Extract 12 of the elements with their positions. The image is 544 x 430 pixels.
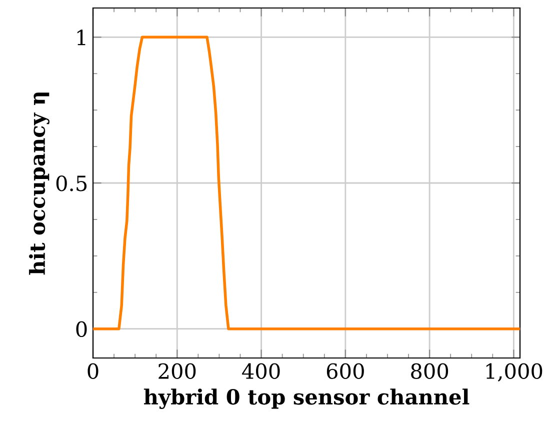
line-series [93, 36, 520, 330]
x-tick-label: 600 [326, 363, 364, 379]
y-tick-label: 0 [76, 321, 87, 338]
x-tick-label: 0 [88, 363, 98, 379]
x-tick-label: 400 [242, 363, 280, 379]
x-axis-title: hybrid 0 top sensor channel [144, 388, 470, 410]
y-axis-title: hit occupancy η [28, 92, 50, 275]
x-tick-label: 800 [411, 363, 448, 379]
x-tick-label: 1,000 [486, 363, 542, 382]
y-tick-label: 0.5 [56, 175, 87, 192]
x-tick-label: 200 [158, 363, 196, 379]
y-tick-label: 1 [77, 30, 86, 46]
